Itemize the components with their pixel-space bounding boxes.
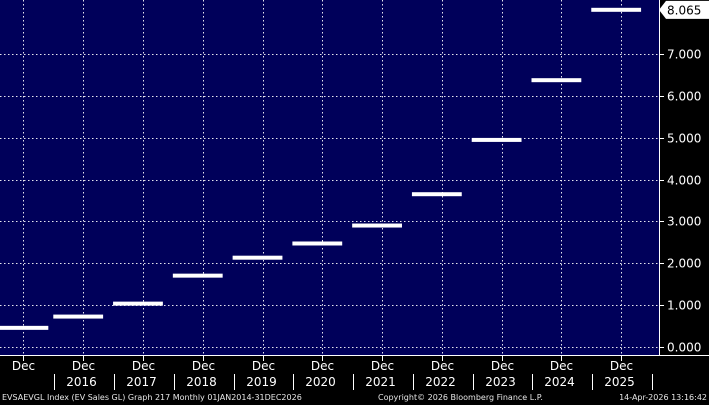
y-tick-label: 3.000 bbox=[667, 215, 701, 229]
step-segment bbox=[292, 241, 343, 246]
last-value-flag: 8.065 bbox=[659, 0, 709, 19]
x-month-label: Dec bbox=[72, 359, 95, 373]
x-year-label: 2020 bbox=[305, 375, 336, 389]
x-month-label: Dec bbox=[192, 359, 215, 373]
x-year-label: 2022 bbox=[425, 375, 456, 389]
y-axis-background bbox=[659, 0, 709, 355]
plot-background bbox=[0, 0, 659, 355]
y-tick-label: 0.000 bbox=[667, 341, 701, 355]
x-month-label: Dec bbox=[610, 359, 633, 373]
x-axis: Dec Dec Dec Dec Dec Dec Dec Dec Dec Dec Dec 2016 201… bbox=[0, 355, 709, 390]
step-segment bbox=[172, 273, 223, 278]
x-year-label: 2025 bbox=[604, 375, 635, 389]
last-value-flag-shape bbox=[659, 0, 709, 19]
step-segment bbox=[531, 78, 582, 83]
footer-timestamp: 14-Apr-2026 13:16:42 bbox=[619, 393, 707, 402]
x-month-label: Dec bbox=[252, 359, 275, 373]
y-axis: 0.000 1.000 2.000 3.000 4.000 5.000 6.000 7.000 bbox=[659, 0, 701, 355]
x-month-label: Dec bbox=[550, 359, 573, 373]
step-segment bbox=[113, 301, 163, 306]
step-segment bbox=[53, 314, 104, 319]
step-segment bbox=[0, 325, 49, 330]
x-year-label: 2021 bbox=[365, 375, 396, 389]
footer-copyright: Copyright© 2026 Bloomberg Finance L.P. bbox=[378, 393, 543, 402]
y-tick-label: 7.000 bbox=[667, 48, 701, 62]
step-segment bbox=[352, 223, 402, 228]
step-segment bbox=[411, 192, 462, 197]
step-segment bbox=[591, 7, 642, 12]
footer-security-info: EVSAEVGL Index (EV Sales GL) Graph 217 M… bbox=[2, 393, 302, 402]
y-tick-label: 5.000 bbox=[667, 132, 701, 146]
x-year-label: 2016 bbox=[66, 375, 97, 389]
y-tick-label: 6.000 bbox=[667, 90, 701, 104]
y-tick-label: 1.000 bbox=[667, 299, 701, 313]
step-segment bbox=[232, 255, 283, 260]
x-month-label: Dec bbox=[491, 359, 514, 373]
x-month-label: Dec bbox=[311, 359, 334, 373]
x-month-label: Dec bbox=[371, 359, 394, 373]
series-steps bbox=[0, 7, 642, 330]
x-year-label: 2019 bbox=[246, 375, 277, 389]
x-month-label: Dec bbox=[431, 359, 454, 373]
x-axis-background bbox=[0, 355, 709, 390]
x-month-label: Dec bbox=[12, 359, 35, 373]
x-year-label: 2018 bbox=[186, 375, 217, 389]
footer-bar: EVSAEVGL Index (EV Sales GL) Graph 217 M… bbox=[0, 390, 709, 405]
gridlines bbox=[0, 0, 659, 355]
x-year-label: 2024 bbox=[544, 375, 575, 389]
step-segment bbox=[471, 137, 522, 142]
last-value-label: 8.065 bbox=[667, 3, 701, 17]
x-year-label: 2023 bbox=[485, 375, 516, 389]
y-tick-label: 4.000 bbox=[667, 174, 701, 188]
y-tick-label: 2.000 bbox=[667, 257, 701, 271]
x-month-label: Dec bbox=[132, 359, 155, 373]
x-year-label: 2017 bbox=[126, 375, 157, 389]
